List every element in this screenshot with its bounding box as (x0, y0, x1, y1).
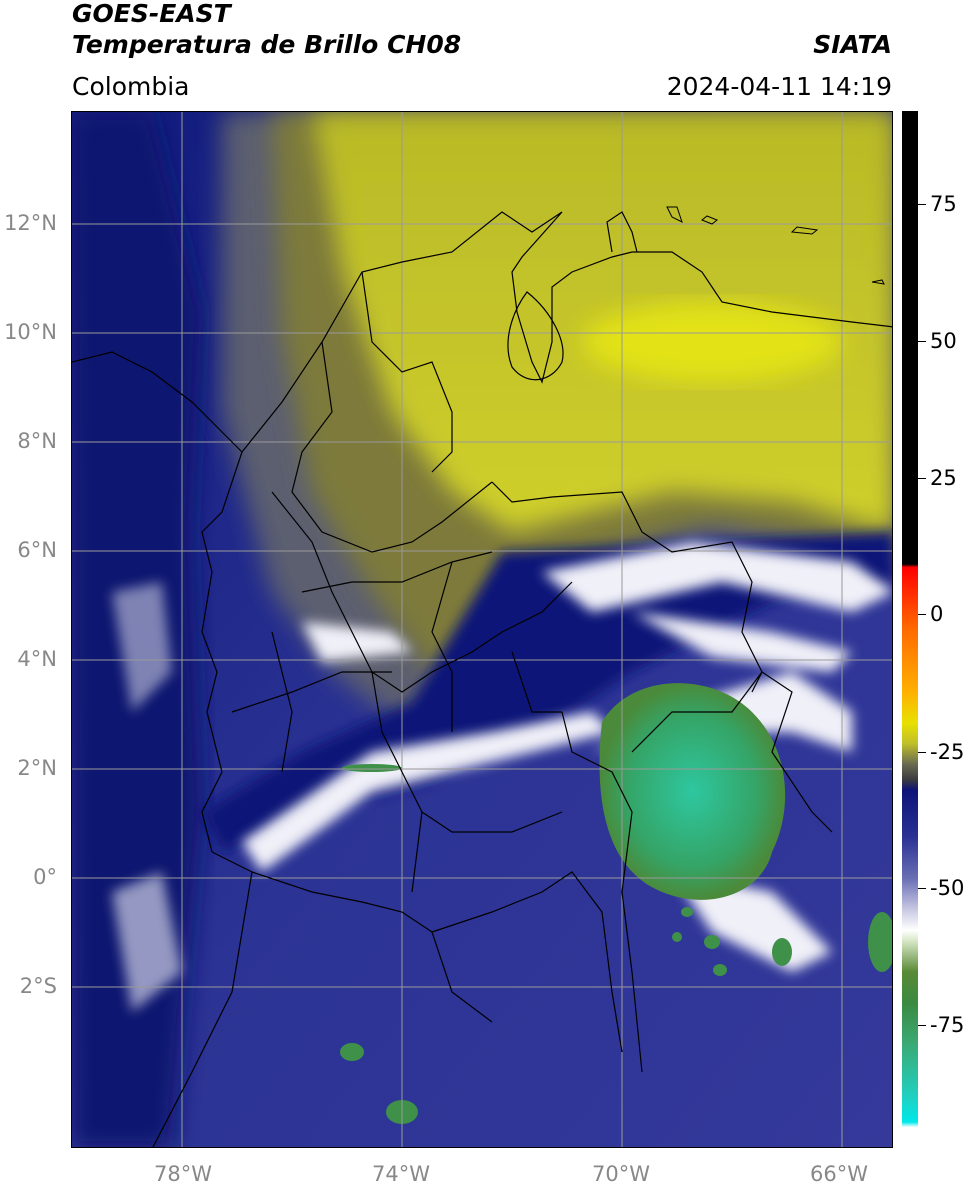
lat-label-8n: 8°N (17, 429, 57, 453)
region-label: Colombia (72, 72, 190, 101)
organization-label: SIATA (813, 30, 892, 59)
colorbar (902, 111, 918, 1148)
lat-label-0: 0° (33, 865, 57, 889)
map-canvas (72, 112, 892, 1147)
lon-label-70w: 70°W (592, 1162, 650, 1186)
lat-label-10n: 10°N (4, 320, 57, 344)
colorbar-label-minus25: -25 (930, 740, 965, 764)
colorbar-label-0: 0 (930, 602, 944, 626)
caribbean-islands (666, 206, 885, 285)
lat-label-6n: 6°N (17, 538, 57, 562)
colorbar-gradient (902, 111, 918, 1148)
colorbar-label-minus50: -50 (930, 876, 965, 900)
lat-label-2s: 2°S (19, 974, 57, 998)
bright-yellow-patch (582, 302, 842, 382)
colorbar-tick-25 (918, 478, 926, 479)
colorbar-label-25: 25 (930, 466, 957, 490)
lon-label-74w: 74°W (372, 1162, 430, 1186)
lon-label-66w: 66°W (810, 1162, 868, 1186)
colorbar-tick-50 (918, 341, 926, 342)
colorbar-label-50: 50 (930, 329, 957, 353)
lat-label-2n: 2°N (17, 756, 57, 780)
colorbar-tick-minus50 (918, 888, 926, 889)
title-line-2: Temperatura de Brillo CH08 (72, 30, 462, 59)
colorbar-tick-minus75 (918, 1025, 926, 1026)
title-line-1: GOES-EAST (72, 0, 231, 28)
colorbar-label-minus75: -75 (930, 1013, 965, 1037)
satellite-map[interactable] (71, 111, 893, 1148)
lat-lon-grid (72, 112, 892, 1147)
political-borders (72, 211, 892, 1147)
colorbar-label-75: 75 (930, 192, 957, 216)
colorbar-tick-minus25 (918, 752, 926, 753)
lon-label-78w: 78°W (154, 1162, 212, 1186)
cold-cloud-spots (340, 764, 892, 1124)
timestamp-label: 2024-04-11 14:19 (666, 72, 892, 101)
colorbar-tick-0 (918, 614, 926, 615)
lat-label-12n: 12°N (4, 211, 57, 235)
lat-label-4n: 4°N (17, 647, 57, 671)
colorbar-tick-75 (918, 204, 926, 205)
